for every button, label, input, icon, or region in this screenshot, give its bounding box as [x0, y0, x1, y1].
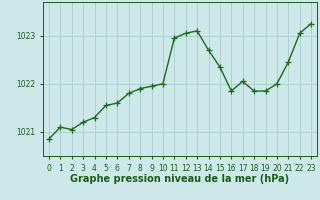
X-axis label: Graphe pression niveau de la mer (hPa): Graphe pression niveau de la mer (hPa): [70, 174, 290, 184]
